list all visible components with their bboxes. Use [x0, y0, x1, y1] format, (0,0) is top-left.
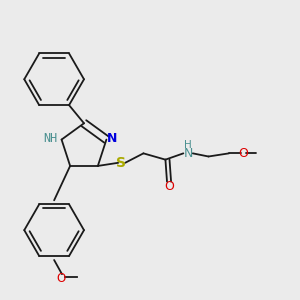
- Text: NH: NH: [44, 131, 58, 145]
- Text: N: N: [183, 147, 193, 160]
- Text: O: O: [238, 147, 248, 160]
- Text: O: O: [164, 181, 174, 194]
- Text: N: N: [107, 131, 117, 145]
- Text: S: S: [116, 156, 126, 170]
- Text: O: O: [56, 272, 66, 285]
- Text: H: H: [184, 140, 192, 151]
